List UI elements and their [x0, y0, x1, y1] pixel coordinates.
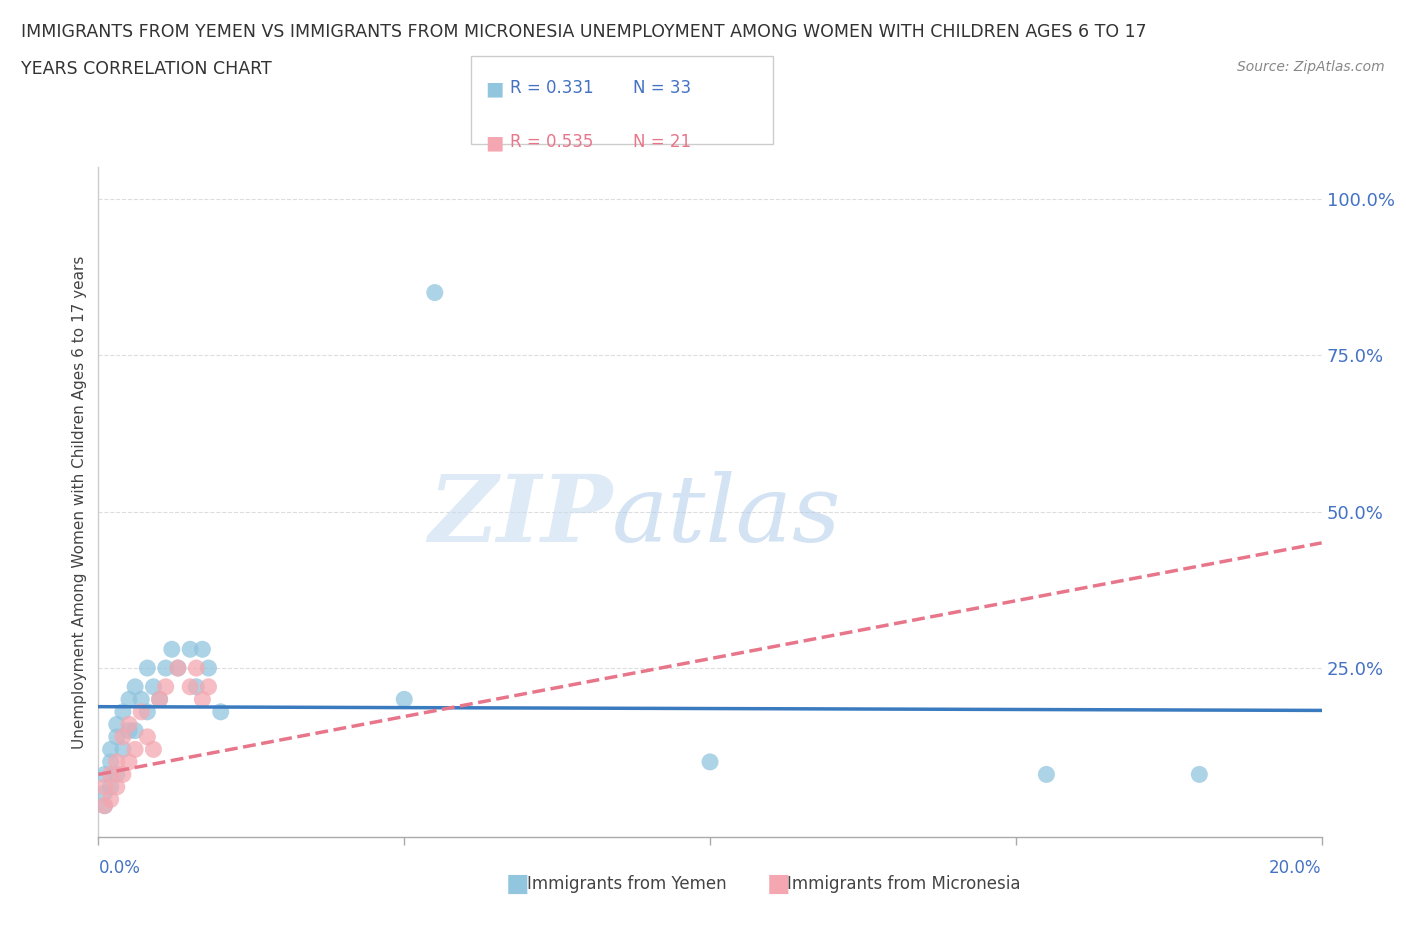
Point — [100, 792, 122, 807]
Point — [118, 717, 141, 732]
Text: ■: ■ — [485, 133, 503, 152]
Point — [105, 767, 128, 782]
Point — [93, 767, 115, 782]
Point — [699, 754, 721, 769]
Text: R = 0.331: R = 0.331 — [510, 79, 593, 97]
Point — [93, 786, 115, 801]
Point — [105, 754, 128, 769]
Point — [105, 717, 128, 732]
Text: Immigrants from Micronesia: Immigrants from Micronesia — [787, 874, 1021, 893]
Text: N = 21: N = 21 — [633, 133, 690, 151]
Point — [111, 767, 134, 782]
Point — [167, 660, 190, 675]
Point — [209, 704, 232, 719]
Point — [149, 692, 172, 707]
Point — [179, 680, 201, 695]
Point — [93, 798, 115, 813]
Text: IMMIGRANTS FROM YEMEN VS IMMIGRANTS FROM MICRONESIA UNEMPLOYMENT AMONG WOMEN WIT: IMMIGRANTS FROM YEMEN VS IMMIGRANTS FROM… — [21, 23, 1147, 41]
Point — [197, 680, 219, 695]
Text: ■: ■ — [506, 871, 530, 896]
Text: Immigrants from Yemen: Immigrants from Yemen — [527, 874, 727, 893]
Text: ■: ■ — [766, 871, 790, 896]
Point — [100, 742, 122, 757]
Point — [186, 660, 208, 675]
Point — [118, 724, 141, 738]
Point — [129, 704, 152, 719]
Point — [124, 742, 146, 757]
Text: 20.0%: 20.0% — [1270, 859, 1322, 877]
Text: R = 0.535: R = 0.535 — [510, 133, 593, 151]
Text: ■: ■ — [485, 79, 503, 98]
Point — [160, 642, 183, 657]
Point — [392, 692, 416, 707]
Point — [100, 767, 122, 782]
Point — [136, 704, 159, 719]
Point — [100, 754, 122, 769]
Point — [93, 779, 115, 794]
Point — [1035, 767, 1057, 782]
Point — [105, 779, 128, 794]
Point — [142, 742, 165, 757]
Point — [111, 704, 134, 719]
Point — [105, 729, 128, 744]
Point — [136, 729, 159, 744]
Point — [93, 798, 115, 813]
Point — [197, 660, 219, 675]
Point — [124, 680, 146, 695]
Point — [423, 286, 446, 300]
Text: YEARS CORRELATION CHART: YEARS CORRELATION CHART — [21, 60, 271, 78]
Text: N = 33: N = 33 — [633, 79, 690, 97]
Text: atlas: atlas — [612, 471, 842, 561]
Point — [118, 692, 141, 707]
Point — [142, 680, 165, 695]
Text: ZIP: ZIP — [427, 471, 612, 561]
Point — [191, 692, 214, 707]
Point — [155, 680, 177, 695]
Text: 0.0%: 0.0% — [98, 859, 141, 877]
Point — [1188, 767, 1211, 782]
Point — [167, 660, 190, 675]
Point — [124, 724, 146, 738]
Point — [118, 754, 141, 769]
Point — [100, 779, 122, 794]
Point — [149, 692, 172, 707]
Point — [179, 642, 201, 657]
Point — [186, 680, 208, 695]
Point — [111, 729, 134, 744]
Point — [129, 692, 152, 707]
Point — [191, 642, 214, 657]
Point — [136, 660, 159, 675]
Y-axis label: Unemployment Among Women with Children Ages 6 to 17 years: Unemployment Among Women with Children A… — [72, 256, 87, 749]
Point — [111, 742, 134, 757]
Text: Source: ZipAtlas.com: Source: ZipAtlas.com — [1237, 60, 1385, 74]
Point — [155, 660, 177, 675]
